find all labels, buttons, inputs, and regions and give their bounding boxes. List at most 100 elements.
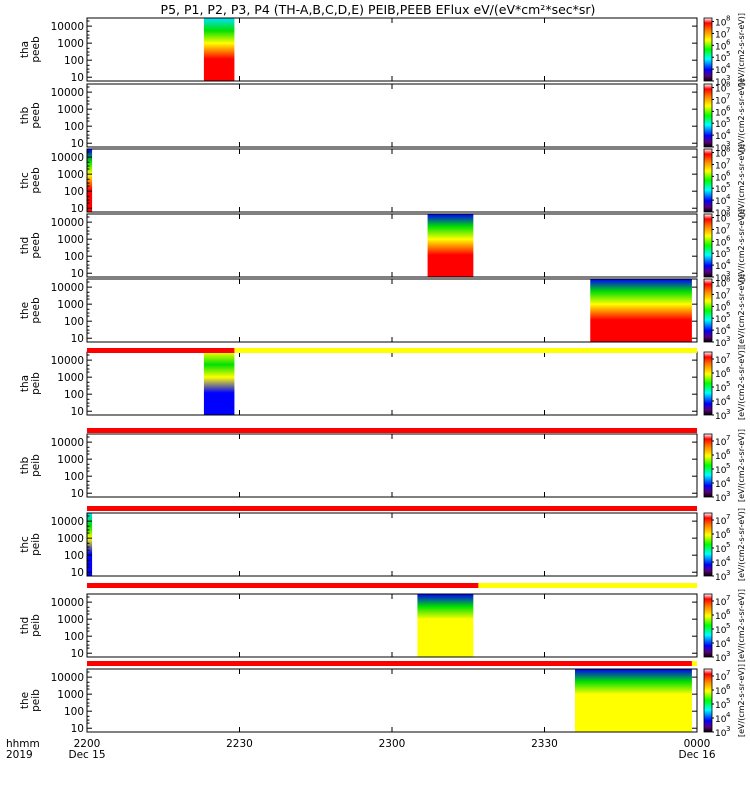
colorbar (703, 278, 713, 343)
y-axis-label: peib (30, 454, 42, 477)
colorbar-tick-exponent: 5 (726, 697, 730, 705)
y-tick-label: 1000 (57, 689, 84, 701)
y-tick-label: 10 (71, 203, 84, 215)
panel-frame (86, 148, 698, 213)
colorbar-tick-exponent: 4 (726, 193, 731, 201)
colorbar-tick-exponent: 5 (726, 50, 730, 58)
x-tick-label: 2230 (226, 738, 253, 750)
y-tick-label: 100 (64, 55, 84, 67)
colorbar (703, 593, 713, 658)
colorbar-tick-exponent: 8 (726, 146, 730, 154)
colorbar-tick-label: 10 (715, 42, 727, 52)
colorbar-tick-label: 10 (715, 185, 727, 195)
y-tick-label: 10 (71, 268, 84, 280)
colorbar-tick-label: 10 (715, 701, 727, 711)
colorbar-tick-label: 10 (715, 78, 727, 88)
colorbar-tick-label: 10 (715, 315, 727, 325)
colorbar-tick-label: 10 (715, 559, 727, 569)
y-tick-label: 100 (64, 631, 84, 643)
colorbar-tick-label: 10 (715, 197, 727, 207)
colorbar-units-label: [eV/(cm2-s-sr-eV)] (737, 13, 746, 86)
y-tick-label: 10000 (51, 516, 84, 528)
flux-block (590, 279, 692, 342)
mode-bar-segment (478, 583, 697, 588)
mode-bar-segment (234, 348, 697, 353)
colorbar-tick-exponent: 3 (726, 140, 730, 148)
colorbar-tick-exponent: 6 (726, 169, 731, 177)
y-tick-label: 10 (71, 567, 84, 579)
colorbar-tick-exponent: 3 (726, 335, 730, 343)
y-axis-label: thc (19, 172, 31, 189)
y-axis-label: peib (30, 614, 42, 637)
panel-frame (86, 433, 698, 498)
colorbar-units-label: [eV/(cm2-s-sr-eV)] (737, 664, 746, 737)
colorbar-tick-exponent: 8 (726, 211, 730, 219)
x-axis-row-label: hhmm (6, 738, 40, 750)
y-tick-label: 10 (71, 648, 84, 660)
y-tick-label: 10000 (51, 87, 84, 99)
y-axis-label: tha (19, 41, 31, 58)
colorbar (703, 512, 713, 577)
y-axis-label: peeb (30, 297, 42, 324)
colorbar-tick-exponent: 8 (726, 15, 730, 23)
colorbar-tick-exponent: 4 (726, 711, 731, 719)
flux-block (87, 513, 93, 576)
panel-frame (86, 17, 698, 82)
y-tick-label: 10 (71, 723, 84, 735)
panel-frame (86, 83, 698, 148)
colorbar-tick-exponent: 3 (726, 74, 730, 82)
colorbar-tick-label: 10 (715, 132, 727, 142)
colorbar-tick-exponent: 7 (726, 669, 730, 677)
panel-the-peeb: 10000 1000 100 10 the peeb (19, 278, 698, 345)
y-axis-label: peeb (30, 102, 42, 129)
y-axis-label: thd (19, 617, 31, 634)
colorbar-tick-label: 10 (715, 480, 727, 490)
colorbar (703, 668, 713, 733)
y-tick-label: 1000 (57, 533, 84, 545)
y-tick-label: 1000 (57, 372, 84, 384)
flux-block (87, 149, 93, 212)
mode-bar-segment (87, 583, 479, 588)
colorbar-tick-exponent: 3 (726, 205, 730, 213)
mode-bar (87, 661, 697, 666)
y-tick-label: 1000 (57, 169, 84, 181)
y-tick-label: 10 (71, 488, 84, 500)
y-tick-label: 100 (64, 706, 84, 718)
colorbar-tick-exponent: 3 (726, 569, 730, 577)
colorbar-tick-label: 10 (715, 19, 727, 29)
colorbar-tick-exponent: 5 (726, 311, 730, 319)
x-date-label: Dec 15 (68, 749, 105, 761)
figure-title: P5, P1, P2, P3, P4 (TH-A,B,C,D,E) PEIB,P… (161, 2, 596, 17)
colorbar-tick-label: 10 (715, 215, 727, 225)
colorbar-tick-label: 10 (715, 250, 727, 260)
y-tick-label: 10 (71, 138, 84, 150)
colorbar-tick-label: 10 (715, 226, 727, 236)
colorbar (703, 433, 713, 498)
colorbar-tick-exponent: 8 (726, 81, 730, 89)
colorbar-tick-label: 10 (715, 161, 727, 171)
y-tick-label: 100 (64, 186, 84, 198)
colorbar-tick-exponent: 5 (726, 622, 730, 630)
y-axis-label: thb (19, 456, 31, 474)
flux-block (427, 214, 474, 277)
colorbar-tick-exponent: 4 (726, 636, 731, 644)
colorbar-tick-label: 10 (715, 280, 727, 290)
panel-tha-peeb: 10000 1000 100 10 tha peeb (19, 17, 698, 84)
colorbar-tick-exponent: 4 (726, 258, 731, 266)
colorbar-tick-label: 10 (715, 85, 727, 95)
y-tick-label: 100 (64, 471, 84, 483)
mode-bar-segment (87, 506, 697, 511)
colorbar-tick-label: 10 (715, 209, 727, 219)
y-tick-label: 10 (71, 333, 84, 345)
y-tick-label: 100 (64, 316, 84, 328)
y-tick-label: 10000 (51, 672, 84, 684)
colorbar-tick-exponent: 7 (726, 434, 730, 442)
colorbar-tick-exponent: 3 (726, 650, 730, 658)
